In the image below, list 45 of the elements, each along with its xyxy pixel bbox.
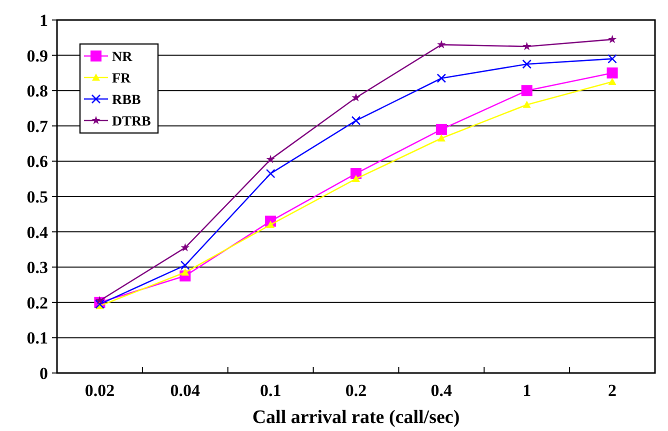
point <box>608 78 616 85</box>
legend-label: DTRB <box>112 114 151 130</box>
point <box>521 85 532 96</box>
y-tick-label: 0.9 <box>26 46 48 66</box>
x-tick-label: 0.2 <box>345 381 367 400</box>
legend-label: RBB <box>112 92 141 108</box>
point <box>180 260 190 270</box>
point <box>436 124 447 135</box>
legend-label: FR <box>112 71 132 86</box>
point <box>352 174 360 182</box>
point <box>522 42 532 50</box>
y-tick-label: 0.7 <box>26 116 48 136</box>
y-tick-label: 0 <box>40 364 48 383</box>
point <box>95 296 104 304</box>
y-tick-label: 1 <box>40 10 48 30</box>
point <box>522 100 531 108</box>
x-tick-label: 0.04 <box>170 381 201 400</box>
point <box>608 34 617 44</box>
x-tick-label: 0.1 <box>260 381 282 400</box>
x-tick-label: 0.4 <box>430 381 453 400</box>
point <box>437 40 446 48</box>
point <box>436 74 446 83</box>
x-tick-label: 2 <box>608 381 617 400</box>
point <box>266 168 276 178</box>
point <box>351 116 361 126</box>
point <box>266 220 275 228</box>
y-tick-label: 0.1 <box>26 328 48 348</box>
point <box>181 268 190 276</box>
point <box>266 154 275 164</box>
point <box>606 67 618 78</box>
y-tick-label: 0.3 <box>26 258 48 278</box>
point <box>352 93 360 102</box>
y-tick-label: 0.2 <box>26 293 48 312</box>
x-tick-label: 0.02 <box>84 381 115 400</box>
point <box>180 243 190 252</box>
legend-label: NR <box>112 50 134 65</box>
point <box>437 134 446 142</box>
x-tick-label: 1 <box>522 381 532 400</box>
point <box>608 54 617 64</box>
y-tick-label: 0.4 <box>26 222 48 242</box>
point <box>522 59 532 69</box>
y-tick-label: 0.5 <box>26 187 48 206</box>
y-tick-label: 0.6 <box>26 152 48 172</box>
x-axis-title: Call arrival rate (call/sec) <box>252 407 460 428</box>
y-tick-label: 0.8 <box>26 82 48 101</box>
